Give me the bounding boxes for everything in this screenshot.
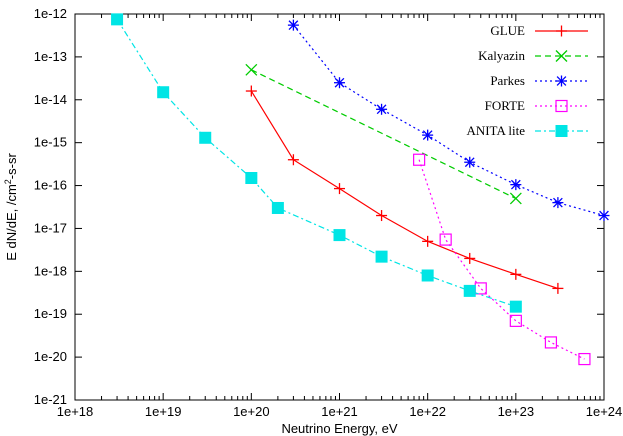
x-tick-label: 1e+23 [498,404,535,419]
y-tick-label: 1e-12 [34,6,67,21]
y-axis-label-superscript: 2 [3,179,13,184]
x-tick-label: 1e+24 [586,404,623,419]
legend-label: GLUE [490,23,525,38]
y-tick-label: 1e-21 [34,392,67,407]
data-point [509,314,522,327]
series-kalyazin [245,63,522,205]
legend-label: FORTE [485,98,525,113]
data-point [245,63,258,76]
data-point [599,210,609,221]
legend-label: Kalyazin [478,48,525,63]
data-point [578,352,591,366]
series-forte [413,153,591,366]
data-point [555,99,568,113]
data-point [544,336,558,349]
data-point [422,130,433,140]
data-point [245,172,258,185]
x-tick-label: 1e+19 [145,404,182,419]
axis-ticks: 1e+18 1e+19 1e+20 1e+21 1e+22 1e+23 1e+24 1e-12… [34,6,623,419]
data-point [553,197,563,208]
y-axis-label-main: E dN/dE, /cm [4,184,19,261]
legend-item: GLUE [490,23,588,38]
series-line [116,19,517,308]
x-axis-label: Neutrino Energy, eV [281,421,397,436]
y-tick-label: 1e-16 [34,178,67,193]
series-glue [245,85,564,294]
y-tick-label: 1e-13 [34,49,67,64]
legend-item: Parkes [490,73,588,88]
y-tick-label: 1e-15 [34,135,67,150]
y-tick-label: 1e-19 [34,306,67,321]
x-tick-label: 1e+18 [57,404,94,419]
y-axis-label: E dN/dE, /cm2-s-sr [3,153,19,261]
series-line [251,69,517,200]
series-line [292,24,605,217]
data-point [157,86,170,99]
data-point [376,104,387,115]
data-point [111,13,124,26]
data-point [288,20,299,30]
data-point [333,229,346,242]
data-point [510,179,521,190]
y-tick-label: 1e-17 [34,220,67,235]
data-point [555,50,568,62]
series-anita-lite [111,13,522,313]
y-tick-label: 1e-20 [34,349,67,364]
x-tick-label: 1e+22 [409,404,446,419]
series-line [250,90,559,289]
data-point [439,233,452,246]
data-point [413,153,426,166]
legend-item: ANITA lite [466,123,588,138]
y-tick-label: 1e-18 [34,263,67,278]
data-point [464,157,475,168]
legend-item: FORTE [485,98,588,113]
data-point [509,192,522,205]
data-point [463,284,476,297]
series-parkes [287,19,610,222]
legend-label: Parkes [490,73,525,88]
y-axis-label-tail: -s-sr [4,153,19,180]
data-point [555,125,568,137]
x-tick-label: 1e+21 [321,404,358,419]
plot-frame [74,13,605,401]
legend-item: Kalyazin [478,48,588,63]
data-point [375,250,388,263]
data-point [474,282,487,295]
x-tick-label: 1e+20 [233,404,270,419]
data-point [199,131,212,144]
y-tick-label: 1e-14 [34,92,67,107]
data-point [556,76,567,86]
series-line [418,159,585,360]
legend-label: ANITA lite [466,123,525,138]
data-point [271,201,284,214]
plot-area [74,13,605,401]
data-point [421,269,434,282]
series-layer [111,13,610,366]
data-point [509,300,522,313]
data-point [334,77,345,88]
legend: GLUE Kalyazin Parkes FORTE ANITA lite [466,23,588,138]
